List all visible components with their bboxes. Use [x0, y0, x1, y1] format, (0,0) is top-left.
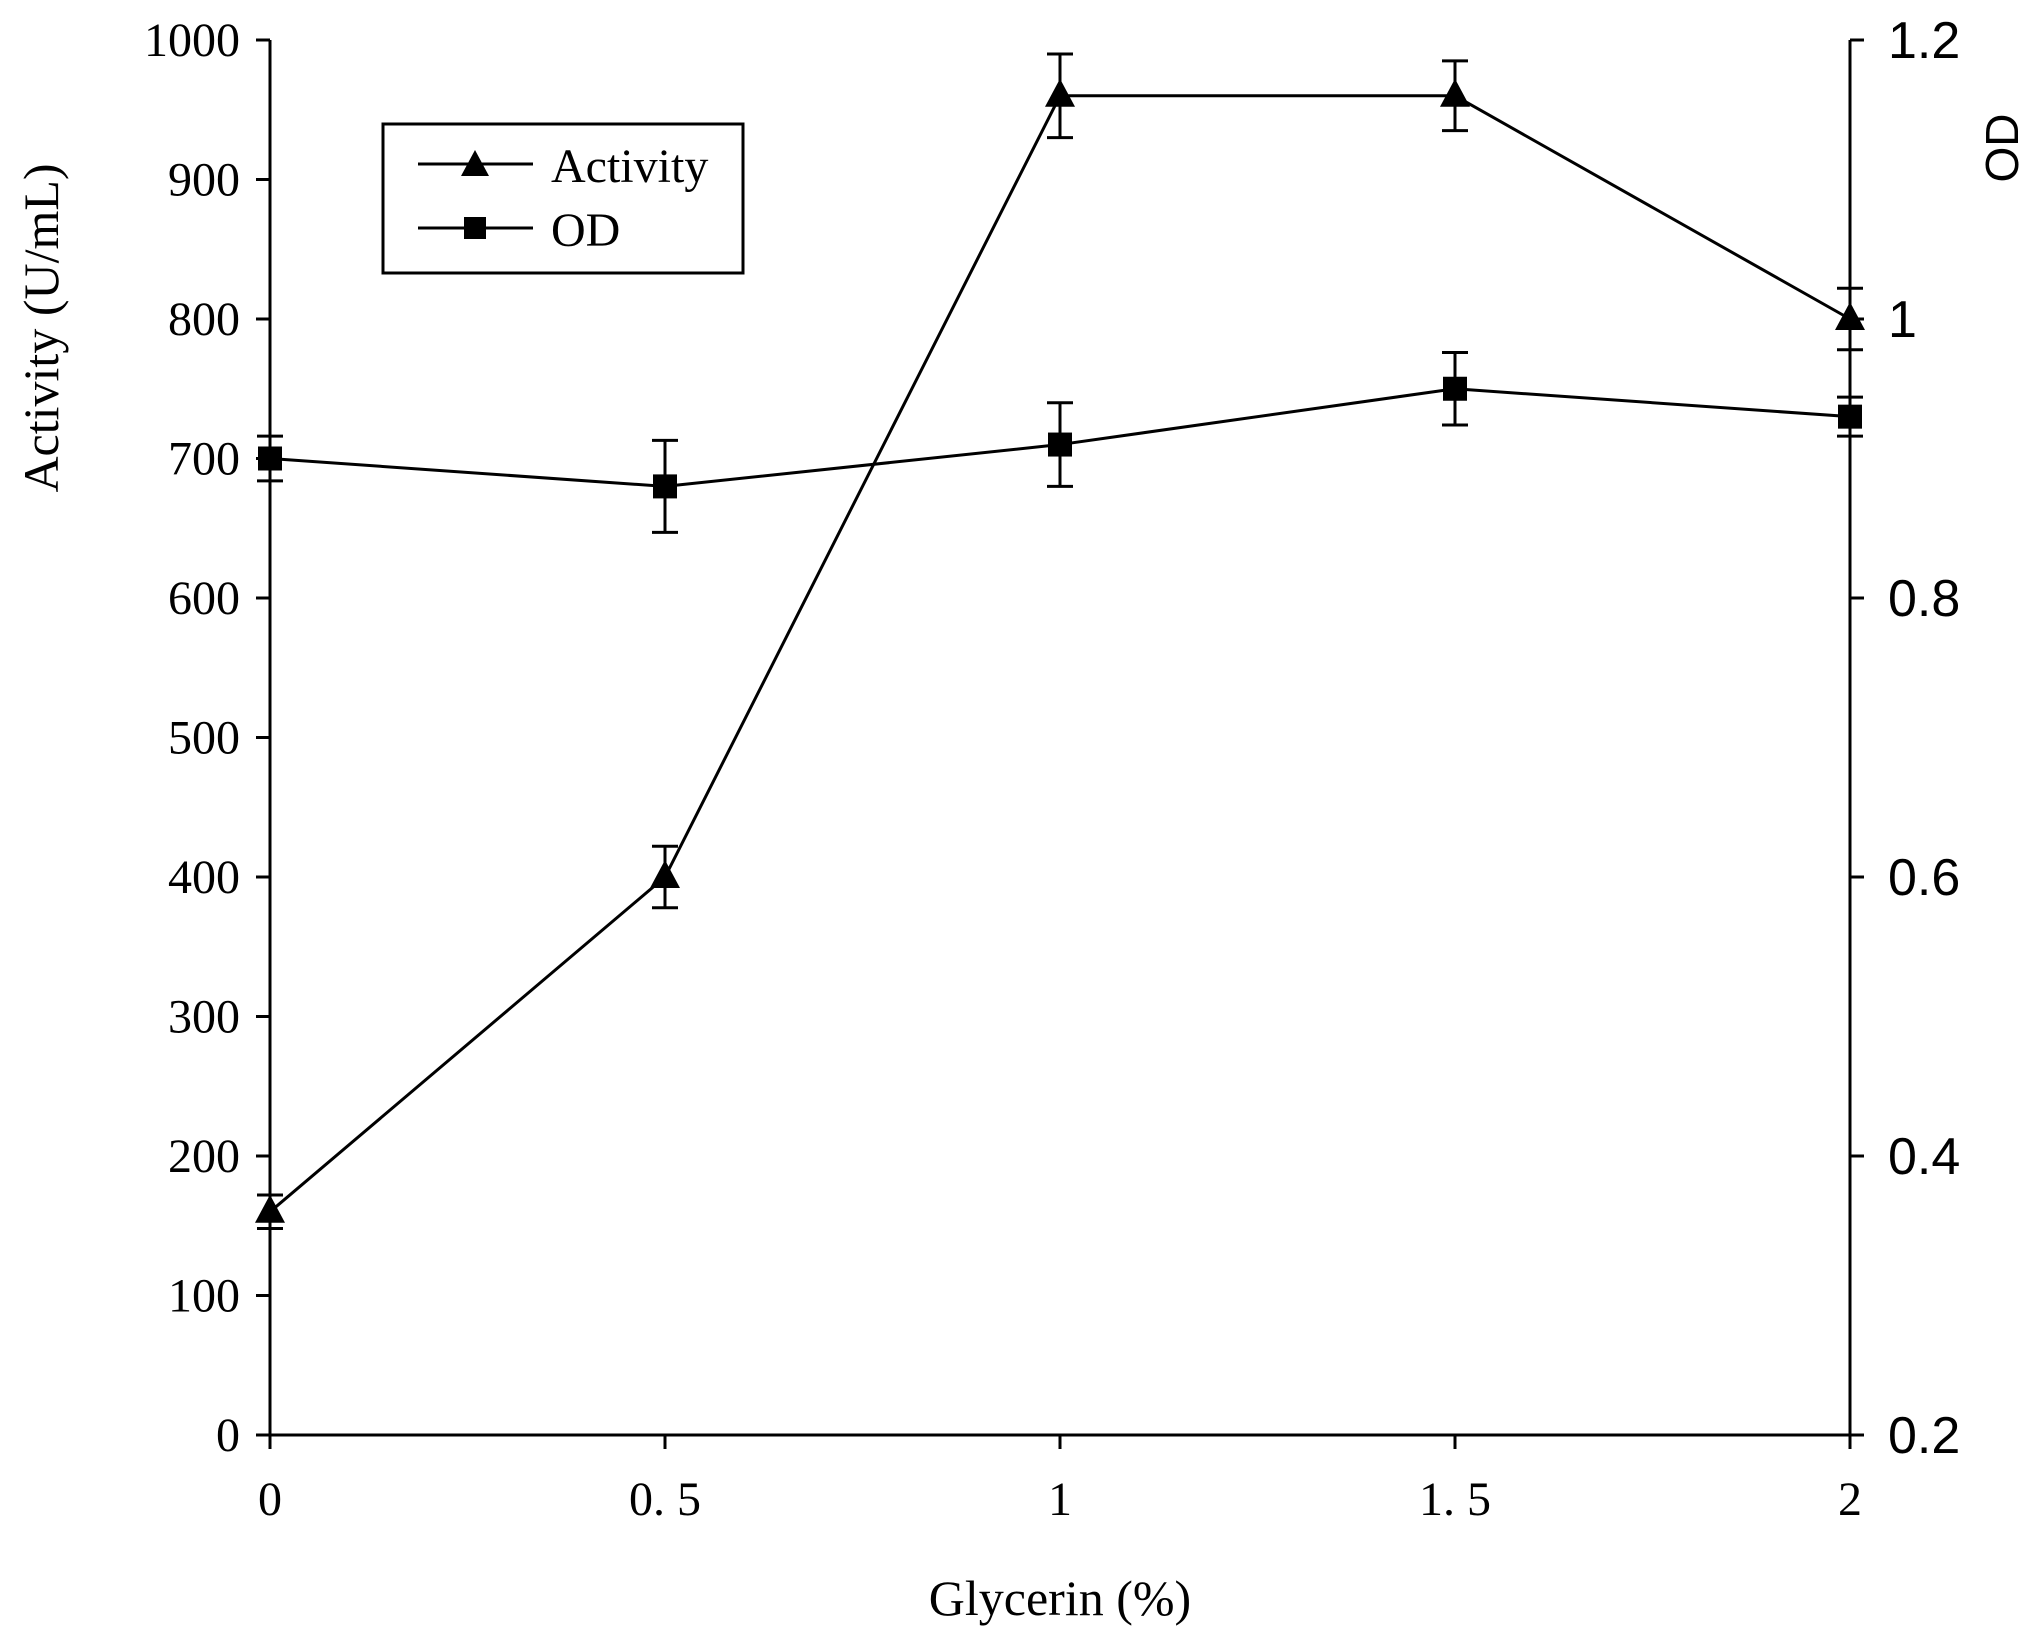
x-axis-title: Glycerin (%)	[929, 1570, 1191, 1626]
series-layer	[255, 52, 1865, 1231]
x-tick-label: 0	[258, 1473, 282, 1526]
left-y-tick-label: 300	[168, 991, 240, 1044]
left-y-tick-label: 800	[168, 293, 240, 346]
left-y-tick-label: 200	[168, 1130, 240, 1183]
od-point-marker	[653, 474, 677, 499]
legend-activity-label: Activity	[551, 140, 708, 193]
od-point-marker	[1443, 376, 1467, 401]
legend-od-label: OD	[551, 204, 620, 257]
left-y-tick-label: 500	[168, 712, 240, 765]
od-point-marker	[1838, 404, 1862, 429]
left-y-tick-label: 1000	[144, 14, 240, 67]
right-y-tick-label: 1	[1888, 291, 1917, 349]
activity-point-marker	[1835, 302, 1865, 330]
right-y-tick-label: 0.6	[1888, 849, 1960, 907]
left-y-tick-label: 700	[168, 433, 240, 486]
x-tick-label: 0. 5	[629, 1473, 701, 1526]
activity-point-marker	[1045, 78, 1075, 107]
x-tick-label: 2	[1838, 1473, 1862, 1526]
od-point-marker	[258, 446, 282, 471]
left-y-axis-title: Activity (U/mL)	[13, 163, 69, 492]
right-y-axis-title: OD	[1976, 114, 2028, 183]
left-y-tick-label: 100	[168, 1270, 240, 1323]
activity-point-marker	[255, 1194, 285, 1223]
od-point-marker	[1048, 432, 1072, 457]
legend-od-square-icon	[464, 217, 486, 239]
activity-point-marker	[1440, 78, 1470, 107]
x-tick-label: 1. 5	[1419, 1473, 1491, 1526]
series-od	[257, 350, 1863, 534]
right-y-tick-label: 0.4	[1888, 1128, 1960, 1186]
ticks: 0 100 200 300 400 500 600 700 800 900 1000 0.2 0.4 0.…	[144, 12, 1960, 1526]
activity-point-marker	[650, 860, 680, 888]
left-y-tick-label: 0	[216, 1409, 240, 1462]
right-y-tick-label: 0.8	[1888, 570, 1960, 628]
left-y-tick-label: 900	[168, 154, 240, 207]
legend-activity-triangle-icon	[461, 150, 489, 176]
left-y-tick-label: 400	[168, 851, 240, 904]
legend: Activity OD	[381, 122, 745, 275]
left-y-tick-label: 600	[168, 572, 240, 625]
series-activity	[255, 52, 1865, 1231]
right-y-tick-label: 1.2	[1888, 12, 1960, 70]
legend-box	[381, 122, 745, 275]
x-tick-label: 1	[1048, 1473, 1072, 1526]
right-y-tick-label: 0.2	[1888, 1407, 1960, 1465]
